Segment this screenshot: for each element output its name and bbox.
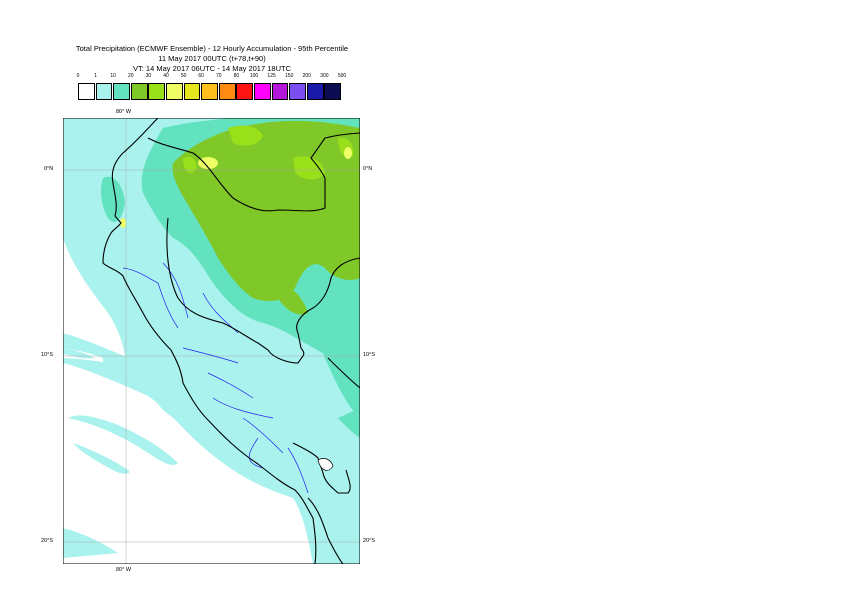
legend-color-box xyxy=(201,83,218,100)
legend-threshold-label: 150 xyxy=(285,73,294,79)
legend-threshold-label: 80 xyxy=(233,73,240,79)
legend-threshold-label: 300 xyxy=(320,73,329,79)
legend-threshold-label: 40 xyxy=(163,73,169,79)
lat-label-left: 0°N xyxy=(44,166,54,172)
lon-label-bottom: 80° W xyxy=(116,567,132,573)
legend-color-box xyxy=(183,83,201,100)
legend-color-box xyxy=(324,83,342,100)
coastline xyxy=(102,118,317,564)
national-borders xyxy=(147,132,360,564)
southeast-precip-patch xyxy=(338,408,360,438)
legend-threshold-label: 60 xyxy=(198,73,204,79)
legend-color-box xyxy=(254,83,271,100)
legend-threshold-label: 20 xyxy=(128,73,134,79)
legend-color-box xyxy=(306,83,324,100)
lat-label-left: 20°S xyxy=(41,538,53,544)
precipitation-map xyxy=(63,118,360,564)
map-frame xyxy=(63,118,360,564)
legend-threshold-label: 50 xyxy=(180,73,187,79)
lat-label-right: 10°S xyxy=(363,352,375,358)
legend-threshold-label: 10 xyxy=(110,73,116,79)
very-heavy-precip-pockets xyxy=(183,125,354,180)
legend-color-box xyxy=(148,83,166,100)
legend-threshold-label: 125 xyxy=(267,73,276,79)
legend-color-box xyxy=(218,83,236,100)
legend-threshold-label: 100 xyxy=(249,73,259,79)
legend-color-box xyxy=(166,83,183,100)
legend-threshold-label: 30 xyxy=(145,73,152,79)
legend-color-box xyxy=(113,83,130,100)
coastal-precip-patch xyxy=(100,176,125,223)
title-line-3: VT: 14 May 2017 06UTC - 14 May 2017 18UT… xyxy=(133,64,291,73)
legend-threshold-label: 500 xyxy=(337,73,347,79)
heavy-precip-fragment xyxy=(278,283,308,315)
lat-label-left: 10°S xyxy=(41,352,53,358)
department-boundaries xyxy=(122,262,309,494)
legend-color-box xyxy=(130,83,148,100)
precipitation-legend: 0 1 10 20 30 40 50 60 70 80 100 125 150 200 300 500 xyxy=(76,73,347,103)
extreme-precip-spots xyxy=(120,147,352,228)
legend-color-box xyxy=(78,83,95,100)
lon-label-top: 80° W xyxy=(116,109,132,115)
legend-threshold-label: 0 xyxy=(76,73,80,79)
legend-threshold-label: 1 xyxy=(94,73,97,79)
lake xyxy=(317,458,334,471)
legend-threshold-label: 70 xyxy=(216,73,222,79)
legend-color-box xyxy=(95,83,113,100)
ocean-precip-bands xyxy=(63,348,189,558)
lat-label-right: 20°S xyxy=(363,538,375,544)
title-line-1: Total Precipitation (ECMWF Ensemble) - 1… xyxy=(75,44,349,53)
legend-color-box xyxy=(289,83,306,100)
legend-color-box xyxy=(236,83,254,100)
lat-label-right: 0°N xyxy=(363,166,373,172)
legend-color-box xyxy=(271,83,289,100)
legend-threshold-label: 200 xyxy=(302,73,311,79)
title-line-2: 11 May 2017 00UTC (t+78,t+90) xyxy=(158,54,266,63)
